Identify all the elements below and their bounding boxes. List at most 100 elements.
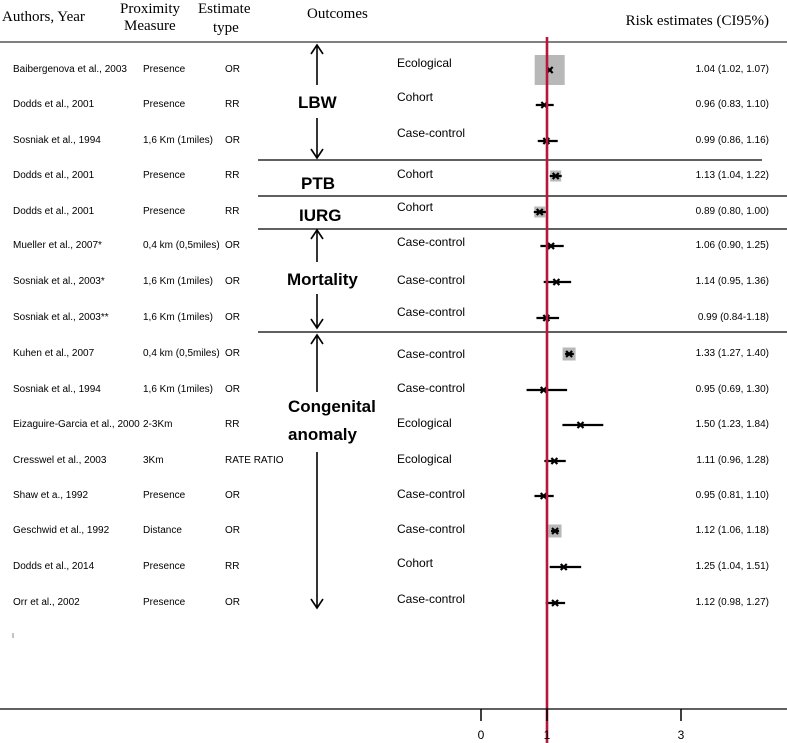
study-author: Dodds et al., 2001 xyxy=(13,170,95,181)
group-label-congenital: Congenital xyxy=(288,397,376,416)
study-author: Baibergenova et al., 2003 xyxy=(13,64,127,75)
study-estimate-type: RR xyxy=(225,561,240,572)
study-author: Dodds et al., 2001 xyxy=(13,99,95,110)
x-axis-ticks: 0 1 3 xyxy=(478,709,685,742)
study-estimate-label: 1.12 (1.06, 1.18) xyxy=(695,525,769,536)
study-proximity: 0,4 km (0,5miles) xyxy=(143,348,220,359)
study-design: Case-control xyxy=(397,592,466,606)
study-design: Case-control xyxy=(397,126,466,140)
study-proximity: 1,6 Km (1miles) xyxy=(143,312,214,323)
study-author: Dodds et al., 2001 xyxy=(13,206,95,217)
study-estimate-type: RR xyxy=(225,206,240,217)
study-estimate-type: RR xyxy=(225,419,240,430)
group-label-iurg: IURG xyxy=(299,206,342,225)
study-estimate-type: OR xyxy=(225,240,240,251)
study-author: Geschwid et al., 1992 xyxy=(13,525,110,536)
study-design: Case-control xyxy=(397,381,466,395)
study-estimate-label: 1.33 (1.27, 1.40) xyxy=(695,348,769,359)
study-proximity: Presence xyxy=(143,490,186,501)
study-estimate-type: OR xyxy=(225,490,240,501)
header-proximity-line1: Proximity xyxy=(120,1,181,17)
study-author: Sosniak et al., 1994 xyxy=(13,135,101,146)
study-point-estimate xyxy=(576,421,585,429)
study-point-estimate xyxy=(547,242,555,250)
study-point-estimate xyxy=(550,457,559,465)
arrow-lbw xyxy=(310,43,324,160)
arrow-congenital xyxy=(310,333,324,610)
study-marks xyxy=(526,55,604,607)
study-author: Eizaguire-Garcia et al., 2000 xyxy=(13,419,140,430)
study-estimate-type: OR xyxy=(225,597,240,608)
study-estimate-type: OR xyxy=(225,64,240,75)
group-label-mortality: Mortality xyxy=(287,270,358,289)
study-estimate-label: 1.14 (0.95, 1.36) xyxy=(695,276,769,287)
study-point-estimate xyxy=(535,208,544,216)
study-design: Ecological xyxy=(397,56,452,70)
study-estimate-label: 0.96 (0.83, 1.10) xyxy=(695,99,769,110)
study-proximity: Presence xyxy=(143,170,186,181)
study-estimate-label: 0.99 (0.86, 1.16) xyxy=(695,135,769,146)
study-proximity: Presence xyxy=(143,561,186,572)
study-estimate-type: OR xyxy=(225,135,240,146)
header-outcomes: Outcomes xyxy=(307,6,368,22)
study-proximity: 2-3Km xyxy=(143,419,173,430)
header-estimate-line2: type xyxy=(213,20,239,36)
study-estimate-type: OR xyxy=(225,525,240,536)
study-author: Mueller et al., 2007* xyxy=(13,240,102,251)
study-design: Case-control xyxy=(397,347,466,361)
study-design: Case-control xyxy=(397,487,466,501)
study-design: Cohort xyxy=(397,90,434,104)
study-point-estimate xyxy=(559,563,568,571)
study-author: Dodds et al., 2014 xyxy=(13,561,95,572)
study-proximity: 1,6 Km (1miles) xyxy=(143,384,214,395)
study-point-estimate xyxy=(551,527,559,535)
group-label-anomaly: anomaly xyxy=(288,425,357,444)
study-estimate-type: RR xyxy=(225,170,240,181)
study-design: Cohort xyxy=(397,167,434,181)
study-author: Sosniak et al., 2003* xyxy=(13,276,105,287)
study-proximity: 3Km xyxy=(143,455,164,466)
study-estimate-label: 1.50 (1.23, 1.84) xyxy=(695,419,769,430)
study-proximity: Presence xyxy=(143,64,186,75)
study-design: Case-control xyxy=(397,305,466,319)
study-design: Case-control xyxy=(397,522,466,536)
study-design: Case-control xyxy=(397,273,466,287)
study-estimate-type: OR xyxy=(225,276,240,287)
study-point-estimate xyxy=(565,350,573,358)
study-estimate-type: OR xyxy=(225,312,240,323)
x-tick-label: 3 xyxy=(678,728,685,742)
study-estimate-label: 0.95 (0.69, 1.30) xyxy=(695,384,769,395)
study-design: Case-control xyxy=(397,235,466,249)
group-label-ptb: PTB xyxy=(301,174,335,193)
study-estimate-label: 1.25 (1.04, 1.51) xyxy=(695,561,769,572)
study-author: Sosniak et al., 1994 xyxy=(13,384,101,395)
header-proximity-line2: Measure xyxy=(124,18,176,34)
study-author: Cresswel et al., 2003 xyxy=(13,455,107,466)
study-author: Kuhen et al., 2007 xyxy=(13,348,95,359)
study-proximity: Presence xyxy=(143,206,186,217)
study-point-estimate xyxy=(551,599,559,607)
header-estimate-line1: Estimate xyxy=(198,1,251,17)
study-design: Ecological xyxy=(397,452,452,466)
header-authors: Authors, Year xyxy=(2,9,85,25)
arrow-mortality xyxy=(310,228,324,330)
study-author: Sosniak et al., 2003** xyxy=(13,312,109,323)
study-design: Cohort xyxy=(397,556,434,570)
study-estimate-label: 0.89 (0.80, 1.00) xyxy=(695,206,769,217)
study-proximity: 1,6 Km (1miles) xyxy=(143,276,214,287)
x-tick-label: 0 xyxy=(478,728,485,742)
group-label-lbw: LBW xyxy=(298,93,337,112)
study-estimate-label: 0.95 (0.81, 1.10) xyxy=(695,490,769,501)
study-proximity: Presence xyxy=(143,99,186,110)
study-estimate-label: 1.06 (0.90, 1.25) xyxy=(695,240,769,251)
study-proximity: 1,6 Km (1miles) xyxy=(143,135,214,146)
study-estimate-type: OR xyxy=(225,348,240,359)
study-design: Ecological xyxy=(397,416,452,430)
study-estimate-type: OR xyxy=(225,384,240,395)
study-estimate-label: 1.13 (1.04, 1.22) xyxy=(695,170,769,181)
study-author: Orr et al., 2002 xyxy=(13,597,80,608)
study-estimate-label: 1.04 (1.02, 1.07) xyxy=(695,64,769,75)
study-proximity: Presence xyxy=(143,597,186,608)
study-estimate-type: RR xyxy=(225,99,240,110)
